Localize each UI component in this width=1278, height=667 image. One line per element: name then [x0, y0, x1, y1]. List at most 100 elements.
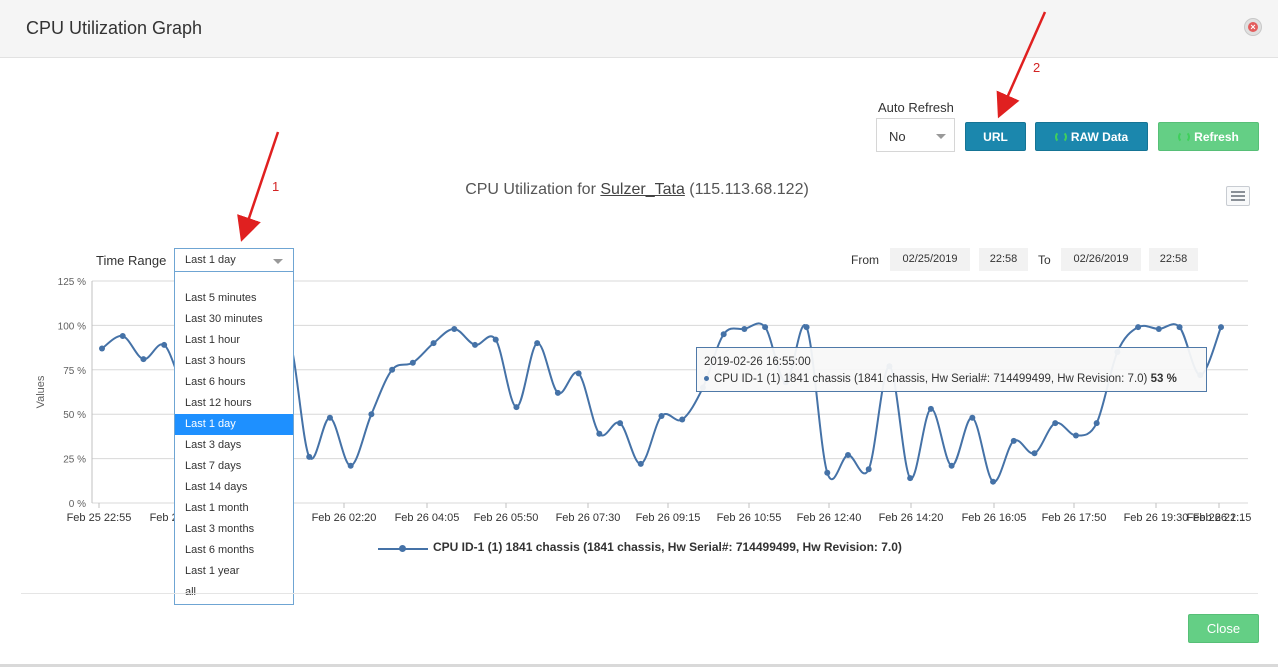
data-point	[658, 412, 665, 419]
data-point	[119, 333, 126, 340]
time-range-select[interactable]: Last 1 day	[174, 248, 294, 272]
legend-dot-icon	[399, 545, 406, 552]
data-point	[389, 366, 396, 373]
data-point	[99, 345, 105, 352]
dialog-header: CPU Utilization Graph ×	[0, 0, 1278, 58]
tooltip-time: 2019-02-26 16:55:00	[704, 356, 811, 368]
x-tick-label: Feb 26 02:20	[312, 512, 377, 524]
data-point	[161, 341, 168, 348]
data-point	[596, 430, 603, 437]
refresh-icon	[1178, 131, 1191, 143]
data-point	[1176, 324, 1183, 331]
tooltip-series-row: CPU ID-1 (1) 1841 chassis (1841 chassis,…	[704, 373, 1177, 385]
time-range-option[interactable]: Last 3 days	[185, 439, 242, 451]
annotation-number-2: 2	[1033, 60, 1041, 75]
data-point	[845, 452, 851, 459]
data-point	[534, 340, 541, 347]
data-point	[1010, 437, 1017, 444]
data-point	[472, 341, 478, 348]
x-tick-label: Feb 25 22:55	[67, 512, 132, 524]
y-tick-label: 0 %	[69, 499, 86, 510]
y-tick-label: 100 %	[58, 321, 86, 332]
refresh-button[interactable]: Refresh	[1158, 122, 1259, 151]
time-range-option[interactable]: Last 1 year	[185, 565, 240, 577]
time-range-option[interactable]: Last 5 minutes	[185, 292, 257, 304]
x-tick-label: Feb 26 21:15	[1187, 512, 1252, 524]
data-point	[575, 370, 582, 377]
from-date-field[interactable]: 02/25/2019	[890, 248, 970, 271]
data-point	[969, 414, 976, 421]
time-range-option[interactable]: Last 1 day	[175, 414, 293, 435]
chart-title: CPU Utilization for Sulzer_Tata (115.113…	[0, 181, 1276, 199]
annotation-number-1: 1	[272, 179, 280, 194]
data-point	[1218, 324, 1224, 331]
dialog-title: CPU Utilization Graph	[26, 18, 203, 38]
time-range-option[interactable]: Last 3 months	[185, 523, 255, 535]
y-tick-label: 50 %	[63, 410, 86, 421]
chart-title-suffix: (115.113.68.122)	[684, 181, 809, 198]
close-icon[interactable]: ×	[1244, 18, 1262, 36]
y-tick-label: 125 %	[58, 277, 86, 288]
chart-tooltip: 2019-02-26 16:55:00 CPU ID-1 (1) 1841 ch…	[696, 347, 1207, 392]
y-tick-label: 75 %	[63, 366, 86, 377]
data-point	[679, 416, 686, 423]
time-range-value: Last 1 day	[185, 254, 236, 266]
to-time-field[interactable]: 22:58	[1149, 248, 1198, 271]
data-point	[492, 336, 499, 343]
data-point	[1155, 325, 1162, 332]
series-dot-icon	[704, 376, 709, 381]
tooltip-value: 53 %	[1150, 373, 1177, 385]
time-range-option[interactable]: Last 1 month	[185, 502, 249, 514]
time-range-option[interactable]: all	[185, 586, 197, 598]
close-button[interactable]: Close	[1188, 614, 1259, 643]
data-point	[824, 469, 831, 476]
data-point	[617, 420, 624, 427]
x-tick-label: Feb 26 10:55	[717, 512, 782, 524]
url-button[interactable]: URL	[965, 122, 1026, 151]
dialog-bottom-edge	[0, 664, 1278, 667]
auto-refresh-value: No	[889, 129, 906, 144]
time-range-option[interactable]: Last 7 days	[185, 460, 242, 472]
time-range-option[interactable]: Last 1 hour	[185, 334, 241, 346]
data-point	[1052, 420, 1059, 427]
chevron-down-icon	[273, 259, 283, 264]
x-tick-label: Feb 26 17:50	[1042, 512, 1107, 524]
time-range-option[interactable]: Last 6 months	[185, 544, 255, 556]
time-range-option[interactable]: Last 6 hours	[185, 376, 246, 388]
refresh-label: Refresh	[1194, 130, 1239, 144]
data-point	[430, 340, 437, 347]
data-point	[741, 325, 748, 332]
time-range-option[interactable]: Last 30 minutes	[185, 313, 263, 325]
auto-refresh-select[interactable]: No	[876, 118, 955, 152]
time-range-option[interactable]: Last 3 hours	[185, 355, 246, 367]
data-point	[865, 466, 872, 473]
x-tick-label: Feb 26 19:30	[1124, 512, 1189, 524]
y-tick-label: 25 %	[63, 455, 86, 466]
legend-item[interactable]: CPU ID-1 (1) 1841 chassis (1841 chassis,…	[433, 540, 902, 554]
x-tick-label: Feb 26 12:40	[797, 512, 862, 524]
data-point	[554, 389, 561, 396]
chart-title-prefix: CPU Utilization for	[465, 181, 601, 198]
auto-refresh-label: Auto Refresh	[878, 100, 954, 115]
data-point	[948, 462, 955, 469]
data-point	[1093, 420, 1100, 427]
y-axis-label: Values	[35, 375, 47, 408]
data-point	[513, 404, 520, 411]
data-point	[326, 414, 333, 421]
time-range-option[interactable]: Last 12 hours	[185, 397, 252, 409]
x-tick-label: Feb 26 16:05	[962, 512, 1027, 524]
data-point	[927, 405, 934, 412]
to-date-field[interactable]: 02/26/2019	[1061, 248, 1141, 271]
time-range-option[interactable]: Last 14 days	[185, 481, 248, 493]
device-link[interactable]: Sulzer_Tata	[600, 181, 685, 198]
data-point	[1031, 450, 1038, 457]
time-range-dropdown: Last 5 minutes Last 30 minutes Last 1 hour…	[174, 271, 294, 605]
chart-menu-icon[interactable]	[1226, 186, 1250, 206]
data-point	[1135, 324, 1142, 331]
from-time-field[interactable]: 22:58	[979, 248, 1028, 271]
chevron-down-icon	[936, 134, 946, 139]
raw-data-button[interactable]: RAW Data	[1035, 122, 1148, 151]
data-point	[451, 325, 458, 332]
x-tick-label: Feb 26 2...	[1193, 512, 1246, 524]
time-range-label: Time Range	[96, 253, 167, 268]
